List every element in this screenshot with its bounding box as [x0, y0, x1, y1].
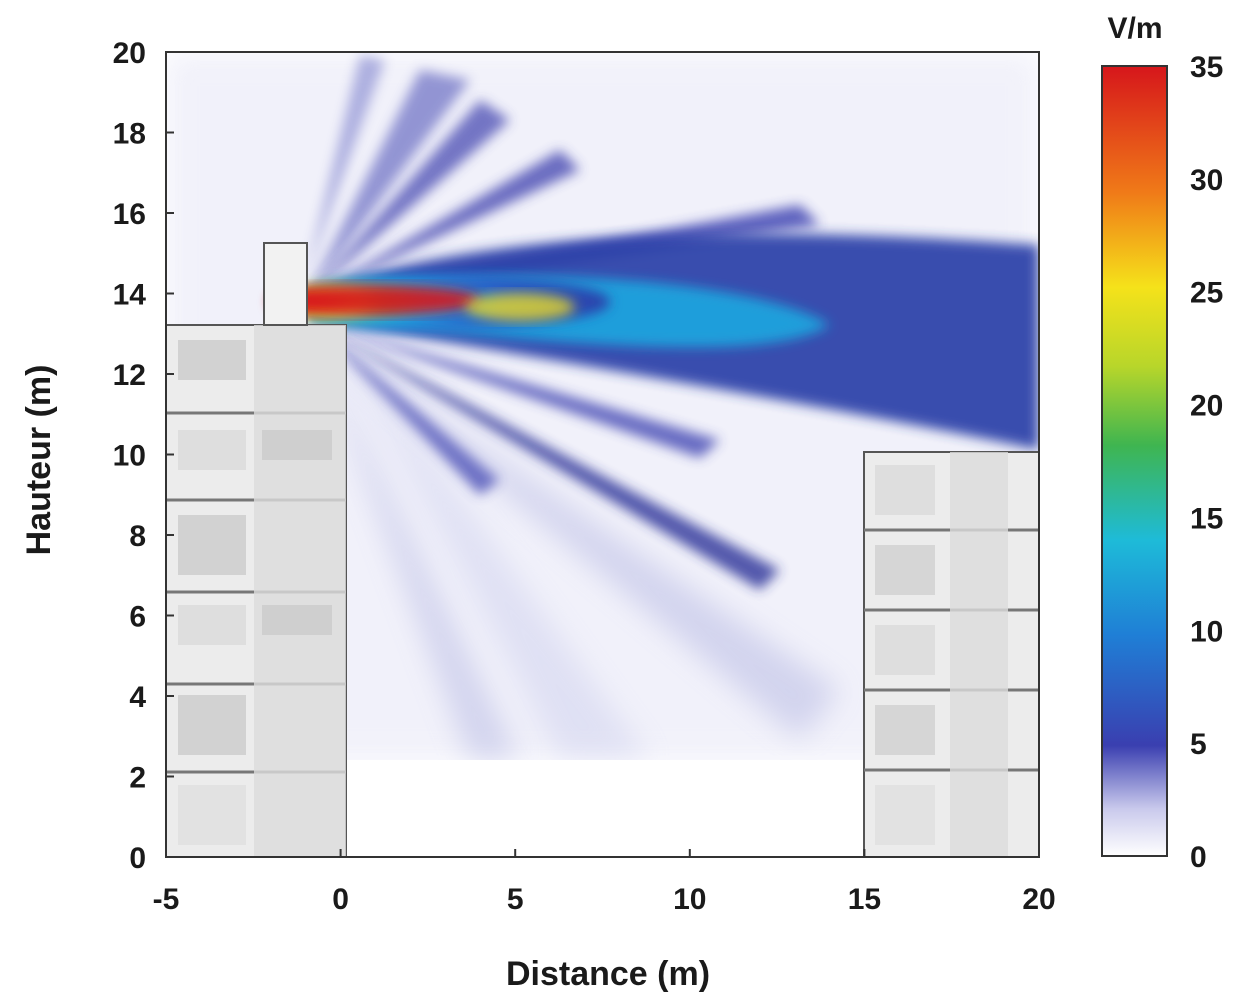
field-lobe-down-4	[310, 330, 520, 760]
y-tick-label: 4	[129, 681, 146, 714]
y-tick-label: 2	[129, 762, 146, 795]
y-tick-label: 20	[113, 37, 146, 70]
x-axis-label: Distance (m)	[506, 955, 710, 993]
field-lobe-up-3	[305, 150, 580, 300]
antenna-mast	[263, 242, 308, 326]
x-axis: -5 0 5 10 15 20	[153, 849, 1056, 916]
field-lobe-down-6	[330, 320, 650, 760]
x-tick-label: 15	[848, 883, 881, 916]
colorbar-tick-label: 30	[1190, 164, 1223, 197]
y-tick-label: 6	[129, 601, 146, 634]
x-tick-label: 10	[673, 883, 706, 916]
y-tick-label: 16	[113, 198, 146, 231]
field-lobe-up-1	[305, 70, 470, 300]
x-tick-label: 5	[507, 883, 524, 916]
field-main-beam-warm	[465, 293, 575, 321]
colorbar-ticks: 0 5 10 15 20 25 30 35	[1190, 51, 1223, 874]
colorbar-tick-label: 10	[1190, 615, 1223, 648]
field-lobe-down-5	[310, 330, 840, 740]
left-building	[165, 324, 347, 858]
colorbar-tick-label: 20	[1190, 390, 1223, 423]
x-tick-label: 20	[1022, 883, 1055, 916]
colorbar-tick-label: 15	[1190, 502, 1223, 535]
field-lobe-up-5	[305, 55, 385, 280]
y-tick-label: 10	[113, 440, 146, 473]
right-building	[863, 451, 1040, 858]
colorbar-tick-label: 0	[1190, 841, 1207, 874]
y-tick-label: 8	[129, 520, 146, 553]
colorbar-tick-label: 5	[1190, 728, 1207, 761]
field-main-beam-hot	[270, 285, 480, 315]
y-axis-label: Hauteur (m)	[20, 365, 58, 556]
colorbar-unit: V/m	[1107, 12, 1162, 45]
colorbar	[1101, 65, 1168, 857]
x-tick-label: 0	[332, 883, 349, 916]
y-tick-label: 14	[113, 279, 147, 312]
field-ground	[346, 760, 866, 857]
y-tick-label: 18	[113, 118, 146, 151]
colorbar-tick-label: 35	[1190, 51, 1223, 84]
field-lobe-down-2	[310, 320, 720, 458]
field-lobe-up-2	[305, 100, 510, 300]
y-axis: 0 2 4 6 8 10 12 14 16 18 20	[113, 37, 174, 875]
field-lobe-down-3	[310, 320, 780, 590]
field-layer	[166, 52, 1039, 857]
y-tick-label: 0	[129, 842, 146, 875]
y-tick-label: 12	[113, 359, 146, 392]
colorbar-tick-label: 25	[1190, 277, 1223, 310]
x-tick-label: -5	[153, 883, 180, 916]
